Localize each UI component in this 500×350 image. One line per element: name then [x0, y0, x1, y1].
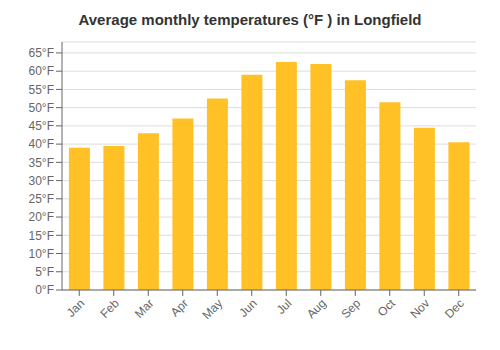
svg-text:Oct: Oct	[375, 296, 399, 320]
svg-text:Jan: Jan	[64, 296, 88, 320]
svg-text:Feb: Feb	[97, 296, 122, 321]
svg-text:55°F: 55°F	[29, 83, 54, 97]
svg-text:Jul: Jul	[274, 296, 295, 317]
svg-text:40°F: 40°F	[29, 137, 54, 151]
html-text:Average monthly temperatures (: Average monthly temperatures (°F ) in Lo…	[78, 11, 422, 28]
svg-text:Aug: Aug	[304, 296, 329, 321]
svg-text:May: May	[199, 296, 225, 322]
svg-text:50°F: 50°F	[29, 101, 54, 115]
svg-text:Mar: Mar	[132, 296, 157, 321]
svg-text:35°F: 35°F	[29, 156, 54, 170]
svg-text:Sep: Sep	[338, 296, 363, 321]
svg-text:Dec: Dec	[442, 296, 467, 321]
svg-text:5°F: 5°F	[35, 265, 54, 279]
svg-text:45°F: 45°F	[29, 119, 54, 133]
svg-text:30°F: 30°F	[29, 174, 54, 188]
svg-text:60°F: 60°F	[29, 64, 54, 78]
svg-text:0°F: 0°F	[35, 283, 54, 297]
svg-text:20°F: 20°F	[29, 210, 54, 224]
svg-text:25°F: 25°F	[29, 192, 54, 206]
svg-text:15°F: 15°F	[29, 229, 54, 243]
svg-text:10°F: 10°F	[29, 247, 54, 261]
svg-text:Jun: Jun	[236, 296, 260, 320]
svg-text:Apr: Apr	[168, 296, 191, 319]
svg-text:Nov: Nov	[407, 296, 432, 321]
svg-text:65°F: 65°F	[29, 46, 54, 60]
